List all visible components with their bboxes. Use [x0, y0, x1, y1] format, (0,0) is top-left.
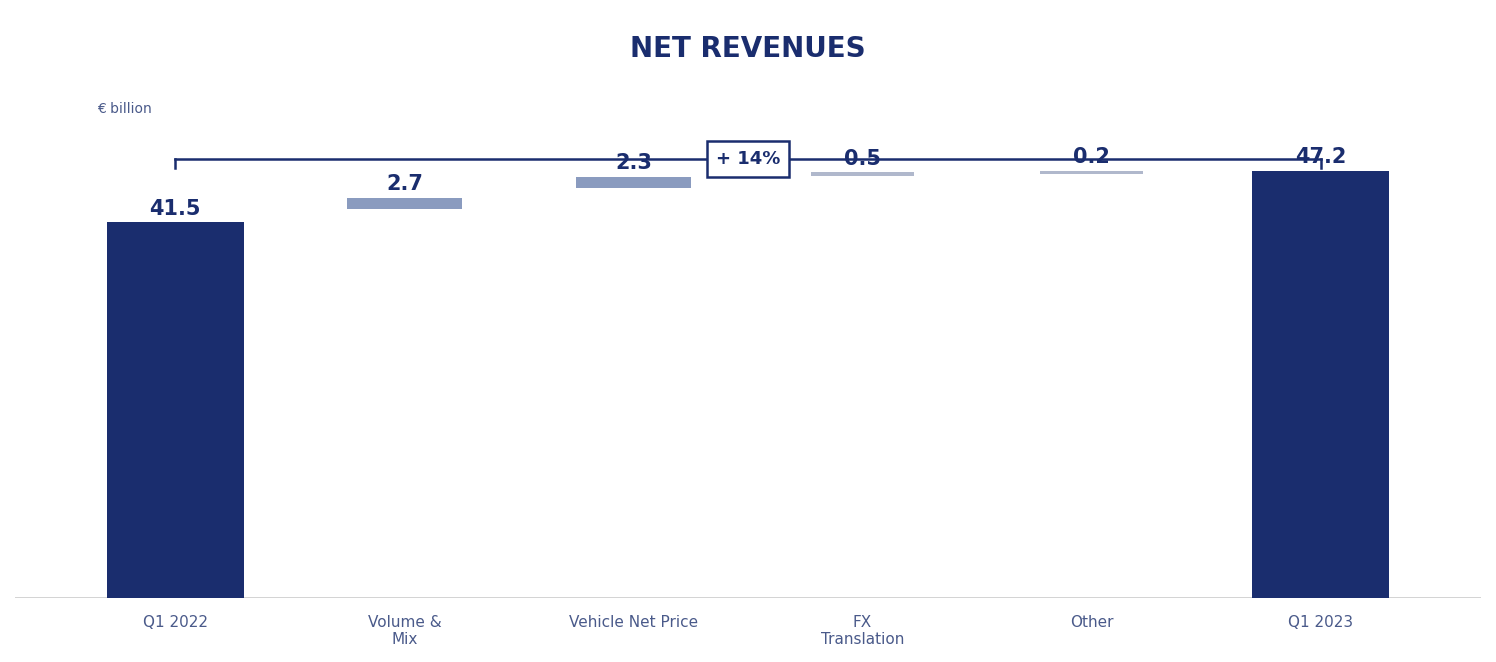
Text: + 14%: + 14%	[715, 150, 781, 168]
Text: 2.3: 2.3	[615, 154, 652, 173]
Text: 2.7: 2.7	[386, 174, 423, 194]
Title: NET REVENUES: NET REVENUES	[630, 35, 866, 63]
Text: 0.2: 0.2	[1073, 147, 1110, 167]
Text: 41.5: 41.5	[150, 199, 200, 218]
Bar	[576, 177, 691, 188]
Text: 0.5: 0.5	[844, 149, 881, 169]
Bar	[1252, 171, 1390, 598]
Text: € billion: € billion	[97, 101, 153, 116]
Bar	[811, 172, 914, 176]
Bar	[106, 222, 244, 598]
Text: 47.2: 47.2	[1296, 147, 1346, 167]
Bar	[1040, 171, 1143, 174]
Bar	[347, 198, 462, 209]
